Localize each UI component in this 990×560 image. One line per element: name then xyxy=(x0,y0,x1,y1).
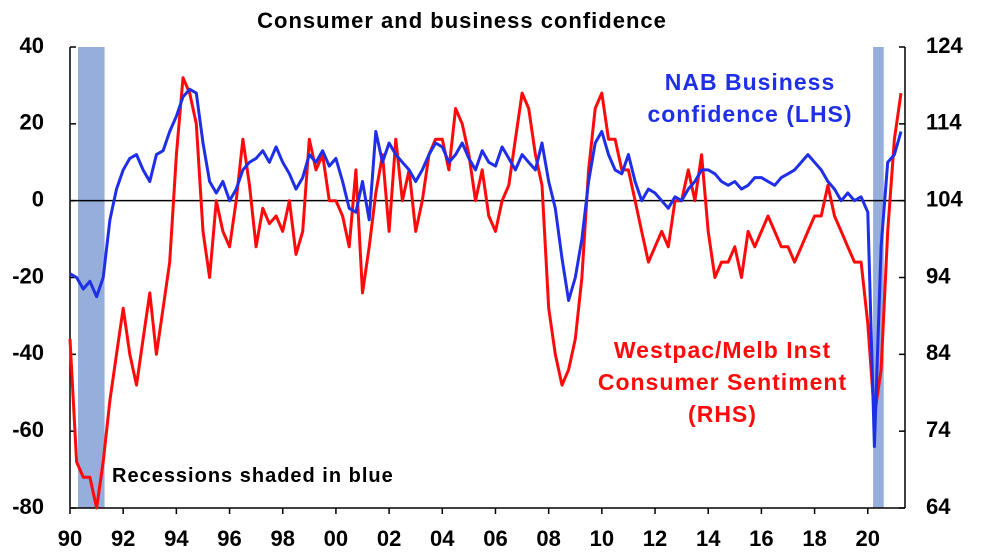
y-tick-label: -40 xyxy=(12,340,44,365)
x-tick-label: 90 xyxy=(58,526,82,551)
x-tick-label: 14 xyxy=(696,526,721,551)
x-tick-label: 96 xyxy=(217,526,241,551)
y2-tick-label: 74 xyxy=(926,417,951,442)
x-tick-label: 12 xyxy=(643,526,667,551)
y-tick-label: 20 xyxy=(20,110,44,135)
x-tick-label: 04 xyxy=(430,526,455,551)
x-tick-label: 10 xyxy=(590,526,614,551)
y2-tick-label: 84 xyxy=(926,340,951,365)
x-tick-label: 18 xyxy=(802,526,826,551)
chart-title: Consumer and business confidence xyxy=(257,8,667,33)
recession-band xyxy=(873,47,884,508)
x-tick-label: 92 xyxy=(111,526,135,551)
series-line xyxy=(68,76,903,510)
x-tick-label: 16 xyxy=(749,526,773,551)
x-tick-label: 20 xyxy=(856,526,880,551)
y-tick-label: 40 xyxy=(20,33,44,58)
y-tick-label: -20 xyxy=(12,263,44,288)
x-tick-label: 08 xyxy=(536,526,560,551)
annotation: Recessions shaded in blue xyxy=(112,465,394,487)
y-tick-label: -80 xyxy=(12,494,44,519)
series-line xyxy=(69,87,903,448)
y2-tick-label: 124 xyxy=(926,33,963,58)
series-label: NAB Business confidence (LHS) xyxy=(647,69,853,127)
y2-tick-label: 114 xyxy=(926,110,962,135)
x-tick-label: 94 xyxy=(164,526,189,551)
x-tick-label: 02 xyxy=(377,526,401,551)
x-tick-label: 00 xyxy=(324,526,348,551)
y-tick-label: -60 xyxy=(12,417,44,442)
x-tick-label: 06 xyxy=(483,526,507,551)
y-tick-label: 0 xyxy=(32,186,44,211)
y2-tick-label: 94 xyxy=(926,263,951,288)
series-label: Westpac/Melb Inst Consumer Sentiment (RH… xyxy=(597,337,848,427)
y2-tick-label: 64 xyxy=(926,494,951,519)
recession-band xyxy=(77,47,105,508)
x-tick-label: 98 xyxy=(270,526,294,551)
y2-tick-label: 104 xyxy=(926,186,963,211)
